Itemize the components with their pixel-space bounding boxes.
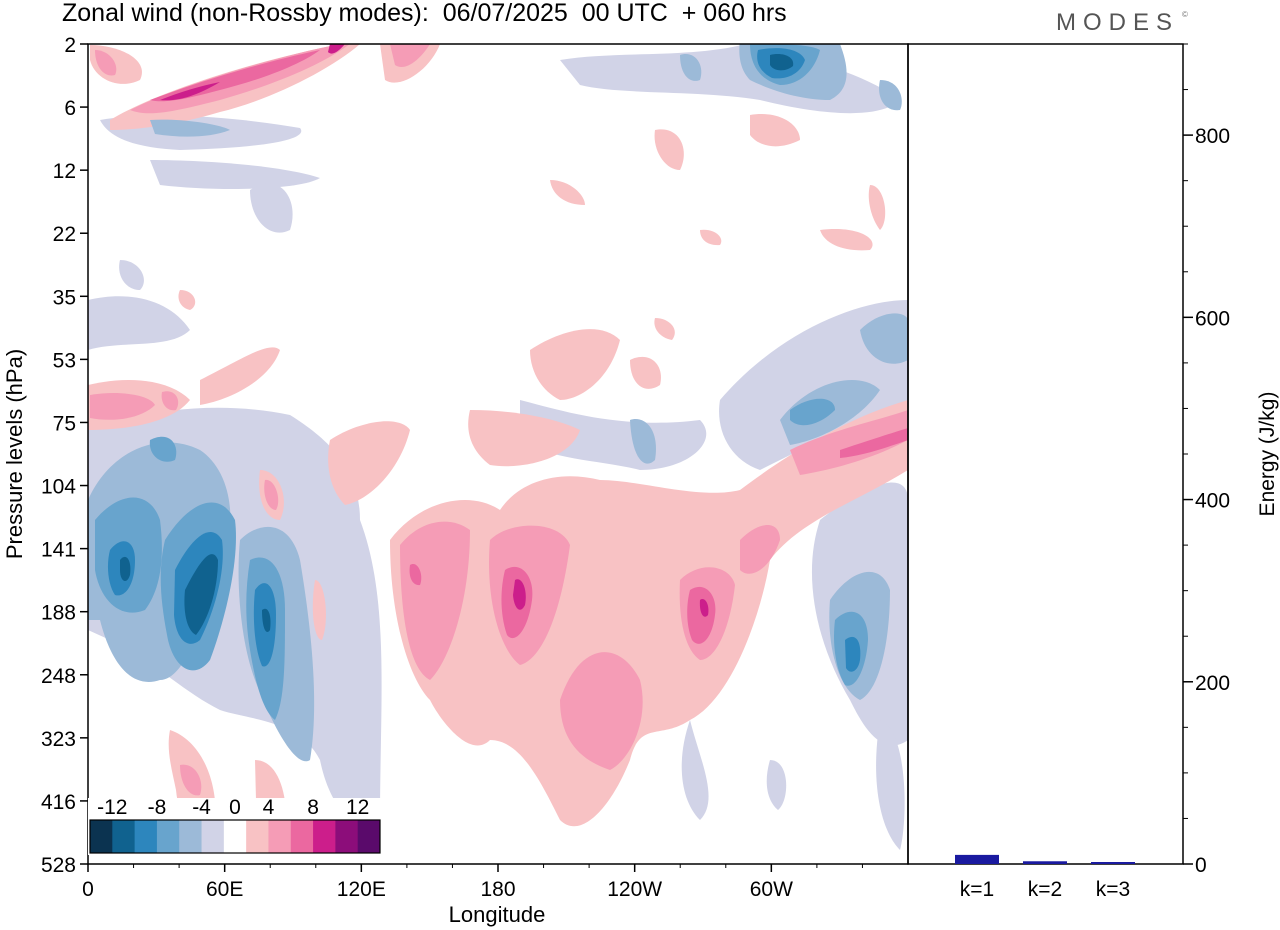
y-tick-label: 75 <box>53 412 76 435</box>
y-tick-label: 323 <box>41 728 76 751</box>
colorbar-label: -12 <box>97 796 127 819</box>
colorbar-swatch <box>201 820 225 853</box>
copyright-mark: © <box>1182 10 1188 19</box>
chart-title: Zonal wind (non-Rossby modes): 06/07/202… <box>62 0 787 27</box>
x-tick-label: 120E <box>337 878 386 901</box>
colorbar-label: 4 <box>263 796 275 819</box>
colorbar-label: 0 <box>229 796 241 819</box>
colorbar: -12 -8 -4 0 4 8 12 <box>88 796 382 855</box>
colorbar-swatch <box>335 820 359 853</box>
colorbar-swatch <box>268 820 292 853</box>
energy-bars: k=1 k=2 k=3 <box>955 854 1135 901</box>
energy-bar-k=3 <box>1091 862 1135 864</box>
energy-tick-label: 400 <box>1195 490 1230 513</box>
colorbar-swatch <box>223 820 247 853</box>
y-tick-label: 35 <box>53 286 76 309</box>
energy-axis-label: Energy (J/kg) <box>1256 392 1279 517</box>
y-tick-label: 188 <box>41 602 76 625</box>
y-axis-label: Pressure levels (hPa) <box>2 349 27 559</box>
x-tick-label: 180 <box>480 878 515 901</box>
energy-plot-frame <box>907 43 1184 865</box>
energy-tick-label: 800 <box>1195 125 1230 148</box>
modes-logo: MODES <box>1056 9 1180 36</box>
colorbar-label: 12 <box>346 796 369 819</box>
x-axis-label: Longitude <box>449 902 546 927</box>
x-tick-label: 60W <box>750 878 793 901</box>
energy-tick-label: 600 <box>1195 307 1230 330</box>
colorbar-frame <box>89 819 381 854</box>
colorbar-label: -4 <box>192 796 211 819</box>
y-tick-label: 248 <box>41 665 76 688</box>
y-tick-label: 22 <box>53 223 76 246</box>
colorbar-label: 8 <box>307 796 319 819</box>
colorbar-swatch <box>90 820 113 853</box>
y-tick-label: 2 <box>64 34 76 57</box>
y-tick-label: 12 <box>53 160 76 183</box>
colorbar-swatch <box>246 820 269 853</box>
x-axis: 0 60E 120E 180 120W 60W <box>82 864 863 901</box>
x-tick-label: 120W <box>607 878 662 901</box>
energy-category-label: k=2 <box>1028 878 1062 901</box>
colorbar-swatch <box>290 820 314 853</box>
colorbar-swatch <box>357 820 381 853</box>
energy-category-label: k=3 <box>1096 878 1130 901</box>
colorbar-swatch <box>313 820 336 853</box>
x-tick-label: 60E <box>206 878 243 901</box>
y-tick-label: 6 <box>64 97 76 120</box>
colorbar-swatch <box>134 820 158 853</box>
energy-tick-label: 0 <box>1195 854 1207 877</box>
y-axis: 2 6 12 22 35 53 75 104 141 188 248 323 416 528 <box>41 34 88 877</box>
contour-field <box>88 44 908 850</box>
energy-bar-k=2 <box>1023 861 1067 864</box>
y-tick-label: 528 <box>41 854 76 877</box>
y-tick-label: 104 <box>41 476 76 499</box>
x-tick-label: 0 <box>82 878 94 901</box>
y-tick-label: 141 <box>41 539 76 562</box>
energy-category-label: k=1 <box>960 878 994 901</box>
colorbar-swatch <box>112 820 136 853</box>
y-tick-label: 416 <box>41 791 76 814</box>
colorbar-swatch <box>179 820 203 853</box>
y-tick-label: 53 <box>53 349 76 372</box>
energy-tick-label: 200 <box>1195 672 1230 695</box>
colorbar-swatch <box>156 820 180 853</box>
energy-axis: 0 200 400 600 800 <box>1183 43 1230 877</box>
energy-bar-k=1 <box>955 854 999 864</box>
colorbar-label: -8 <box>148 796 167 819</box>
